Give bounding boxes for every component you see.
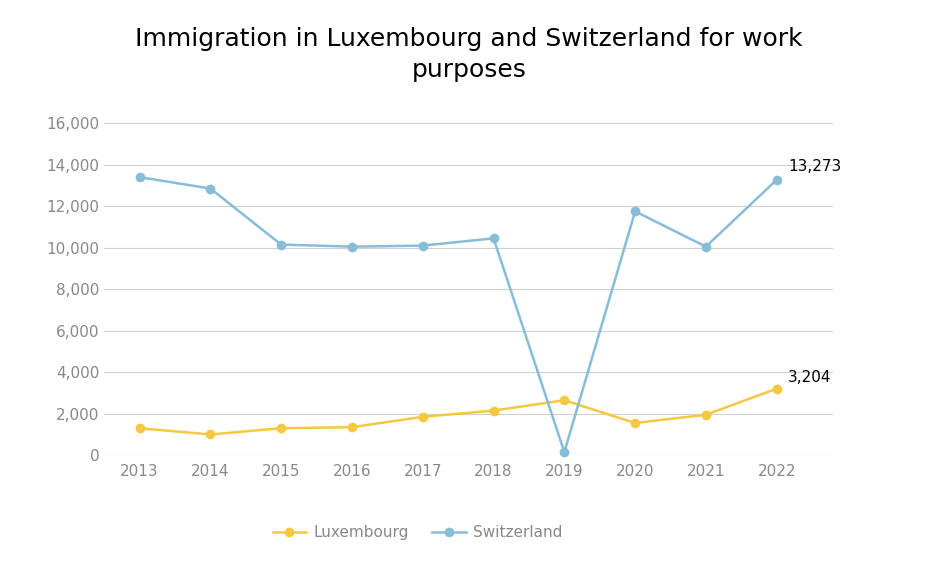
Switzerland [771, 176, 782, 183]
Text: 13,273: 13,273 [788, 159, 841, 175]
Luxembourg [630, 419, 641, 426]
Legend: Luxembourg, Switzerland: Luxembourg, Switzerland [266, 519, 569, 546]
Luxembourg [488, 407, 499, 414]
Luxembourg [700, 411, 711, 418]
Text: 3,204: 3,204 [788, 370, 831, 385]
Switzerland [417, 242, 428, 249]
Luxembourg [771, 385, 782, 392]
Switzerland [700, 243, 711, 250]
Switzerland [347, 243, 358, 250]
Luxembourg [205, 431, 216, 438]
Switzerland [134, 174, 145, 180]
Luxembourg [559, 397, 570, 403]
Switzerland [488, 235, 499, 242]
Title: Immigration in Luxembourg and Switzerland for work
purposes: Immigration in Luxembourg and Switzerlan… [135, 27, 802, 83]
Switzerland [205, 185, 216, 192]
Luxembourg [417, 414, 428, 420]
Luxembourg [134, 425, 145, 432]
Switzerland [276, 241, 287, 248]
Line: Switzerland: Switzerland [135, 173, 781, 456]
Luxembourg [347, 424, 358, 431]
Switzerland [559, 449, 570, 456]
Line: Luxembourg: Luxembourg [135, 385, 781, 439]
Luxembourg [276, 425, 287, 432]
Switzerland [630, 208, 641, 215]
